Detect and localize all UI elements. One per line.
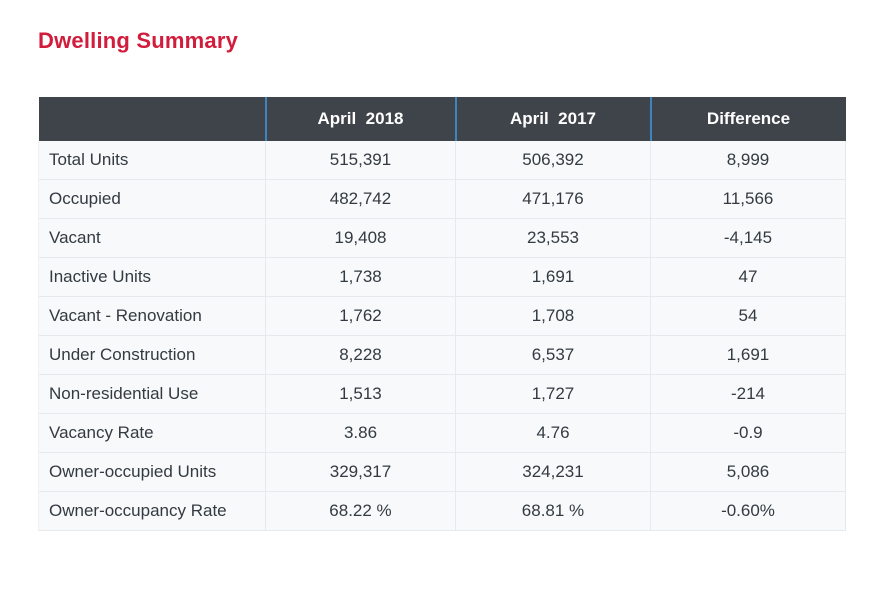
cell-apr_2017: 506,392 — [455, 141, 651, 180]
cell-apr_2017: 6,537 — [455, 335, 651, 375]
cell-difference: -0.9 — [650, 413, 846, 453]
cell-apr_2018: 8,228 — [265, 335, 456, 375]
cell-apr_2017: 1,708 — [455, 296, 651, 336]
header-cell-blank — [38, 97, 266, 141]
row-label: Occupied — [38, 179, 266, 219]
cell-apr_2018: 329,317 — [265, 452, 456, 492]
cell-difference: 5,086 — [650, 452, 846, 492]
cell-apr_2017: 4.76 — [455, 413, 651, 453]
table-header-row: April 2018 April 2017 Difference — [38, 97, 846, 141]
table-row: Occupied 482,742 471,176 11,566 — [38, 179, 846, 219]
cell-apr_2018: 482,742 — [265, 179, 456, 219]
cell-apr_2017: 1,691 — [455, 257, 651, 297]
row-label: Vacancy Rate — [38, 413, 266, 453]
cell-difference: -4,145 — [650, 218, 846, 258]
cell-apr_2018: 515,391 — [265, 141, 456, 180]
cell-apr_2017: 1,727 — [455, 374, 651, 414]
row-label: Owner-occupied Units — [38, 452, 266, 492]
cell-apr_2018: 1,513 — [265, 374, 456, 414]
cell-apr_2018: 3.86 — [265, 413, 456, 453]
row-label: Total Units — [38, 141, 266, 180]
table-row: Under Construction 8,228 6,537 1,691 — [38, 335, 846, 375]
cell-difference: 54 — [650, 296, 846, 336]
table-row: Owner-occupied Units 329,317 324,231 5,086 — [38, 452, 846, 492]
cell-difference: -0.60% — [650, 491, 846, 531]
header-cell-difference: Difference — [649, 97, 846, 141]
row-label: Vacant - Renovation — [38, 296, 266, 336]
cell-apr_2018: 68.22 % — [265, 491, 456, 531]
cell-difference: -214 — [650, 374, 846, 414]
cell-apr_2017: 324,231 — [455, 452, 651, 492]
table-row: Inactive Units 1,738 1,691 47 — [38, 257, 846, 297]
cell-difference: 8,999 — [650, 141, 846, 180]
table-row: Vacant 19,408 23,553 -4,145 — [38, 218, 846, 258]
table-row: Vacancy Rate 3.86 4.76 -0.9 — [38, 413, 846, 453]
cell-apr_2017: 23,553 — [455, 218, 651, 258]
table-row: Total Units 515,391 506,392 8,999 — [38, 141, 846, 180]
table-header: April 2018 April 2017 Difference — [38, 97, 846, 141]
cell-apr_2018: 19,408 — [265, 218, 456, 258]
cell-apr_2017: 68.81 % — [455, 491, 651, 531]
table-row: Vacant - Renovation 1,762 1,708 54 — [38, 296, 846, 336]
cell-apr_2018: 1,762 — [265, 296, 456, 336]
dwelling-summary-table: April 2018 April 2017 Difference Total U… — [38, 97, 846, 531]
page-title: Dwelling Summary — [38, 28, 239, 53]
table-row: Non-residential Use 1,513 1,727 -214 — [38, 374, 846, 414]
header-cell-april-2017: April 2017 — [454, 97, 651, 141]
cell-difference: 47 — [650, 257, 846, 297]
row-label: Non-residential Use — [38, 374, 266, 414]
table-body: Total Units 515,391 506,392 8,999 Occupied 48… — [38, 141, 846, 531]
cell-difference: 11,566 — [650, 179, 846, 219]
cell-difference: 1,691 — [650, 335, 846, 375]
row-label: Vacant — [38, 218, 266, 258]
row-label: Under Construction — [38, 335, 266, 375]
cell-apr_2018: 1,738 — [265, 257, 456, 297]
header-cell-april-2018: April 2018 — [264, 97, 456, 141]
cell-apr_2017: 471,176 — [455, 179, 651, 219]
row-label: Inactive Units — [38, 257, 266, 297]
row-label: Owner-occupancy Rate — [38, 491, 266, 531]
table-row: Owner-occupancy Rate 68.22 % 68.81 % -0.60% — [38, 491, 846, 531]
